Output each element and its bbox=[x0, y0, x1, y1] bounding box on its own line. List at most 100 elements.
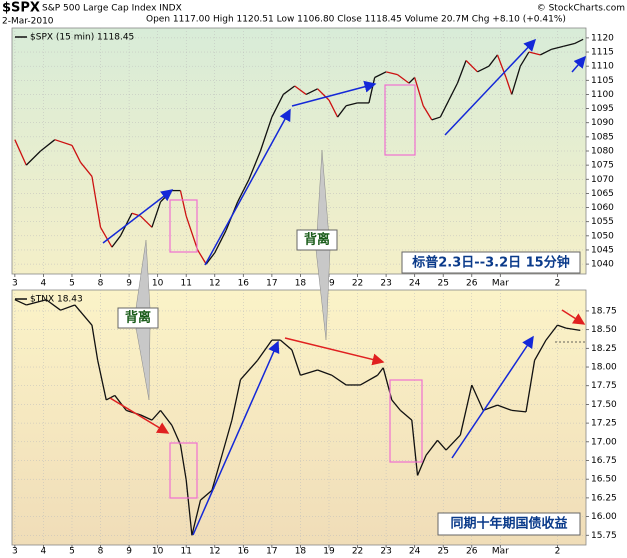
symbol-name: S&P 500 Large Cap Index INDX bbox=[42, 4, 182, 14]
price-segment bbox=[179, 190, 187, 217]
price-segment bbox=[471, 384, 484, 411]
price-segment bbox=[45, 299, 61, 311]
x-tick-label: 5 bbox=[69, 279, 75, 289]
arrow bbox=[451, 335, 534, 459]
y-tick-label: 16.00 bbox=[591, 512, 617, 522]
x-tick-label: 22 bbox=[352, 279, 363, 289]
price-segment bbox=[528, 51, 541, 56]
price-segment bbox=[54, 139, 73, 146]
x-tick-label: 19 bbox=[323, 547, 335, 557]
price-segment bbox=[71, 145, 82, 163]
price-segment bbox=[317, 369, 333, 376]
price-segment bbox=[114, 395, 127, 411]
source: © StockCharts.com bbox=[537, 4, 625, 14]
price-segment bbox=[445, 434, 461, 451]
x-tick-label: 19 bbox=[323, 279, 335, 289]
price-segment bbox=[545, 324, 558, 341]
price-segment bbox=[231, 379, 242, 421]
price-segment bbox=[565, 327, 581, 332]
price-segment bbox=[345, 102, 358, 107]
x-tick-label: 25 bbox=[437, 279, 448, 289]
highlight-box bbox=[384, 84, 416, 156]
arrow bbox=[109, 397, 170, 434]
annotation-box bbox=[117, 307, 159, 329]
annotation-box bbox=[437, 512, 581, 536]
price-segment bbox=[140, 215, 153, 228]
price-segment bbox=[557, 324, 567, 329]
y-tick-label: 17.50 bbox=[591, 400, 617, 410]
price-segment bbox=[540, 48, 553, 56]
x-tick-label: Mar bbox=[492, 547, 509, 557]
price-segment bbox=[488, 54, 498, 67]
y-tick-label: 1100 bbox=[591, 90, 614, 100]
y-tick-label: 1085 bbox=[591, 132, 614, 142]
x-tick-label: 26 bbox=[466, 279, 478, 289]
price-segment bbox=[477, 65, 490, 73]
price-segment bbox=[271, 94, 284, 118]
price-segment bbox=[97, 360, 107, 401]
x-tick-label: 5 bbox=[69, 547, 75, 557]
x-tick-label: 10 bbox=[152, 547, 164, 557]
price-segment bbox=[91, 325, 99, 361]
price-segment bbox=[385, 71, 398, 76]
price-segment bbox=[171, 425, 182, 446]
symbol: $SPX bbox=[2, 1, 40, 16]
x-tick-label: 18 bbox=[295, 279, 307, 289]
price-segment bbox=[439, 99, 450, 118]
price-segment bbox=[482, 404, 498, 412]
legend-entry: $SPX (15 min) 1118.45 bbox=[30, 33, 134, 43]
price-segment bbox=[399, 409, 413, 421]
price-segment bbox=[282, 85, 296, 95]
price-segment bbox=[305, 88, 318, 96]
x-tick-label: 24 bbox=[409, 547, 421, 557]
price-segment bbox=[391, 399, 401, 411]
annotation: 背离 bbox=[304, 232, 330, 248]
x-tick-label: 10 bbox=[152, 279, 164, 289]
arrow bbox=[571, 55, 586, 73]
x-tick-label: 22 bbox=[352, 547, 363, 557]
annotation-box bbox=[296, 229, 338, 251]
price-segment bbox=[140, 414, 153, 421]
price-segment bbox=[280, 339, 293, 351]
x-tick-label: 8 bbox=[98, 547, 104, 557]
y-tick-label: 1065 bbox=[591, 189, 614, 199]
y-tick-label: 17.25 bbox=[591, 419, 617, 429]
price-segment bbox=[291, 349, 302, 376]
x-tick-label: 3 bbox=[12, 547, 18, 557]
y-tick-label: 1070 bbox=[591, 175, 614, 185]
arrow bbox=[444, 38, 537, 136]
x-tick-label: 12 bbox=[209, 279, 220, 289]
price-segment bbox=[300, 369, 318, 376]
price-segment bbox=[111, 235, 122, 248]
x-tick-label: 9 bbox=[126, 279, 132, 289]
annotation: 标普2.3日--3.2日 15分钟 bbox=[411, 255, 569, 271]
price-segment bbox=[397, 74, 410, 84]
annotation-layer: $SPX S&P 500 Large Cap Index INDX 2-Mar-… bbox=[2, 1, 625, 536]
price-segment bbox=[219, 419, 233, 461]
price-segment bbox=[80, 161, 93, 177]
price-segment bbox=[414, 77, 424, 106]
y-tick-label: 1075 bbox=[591, 161, 614, 171]
annotation: 背离 bbox=[125, 310, 151, 326]
price-segment bbox=[496, 54, 507, 78]
x-tick-label: 16 bbox=[238, 279, 250, 289]
y-tick-label: 16.50 bbox=[591, 475, 617, 485]
price-segment bbox=[448, 82, 459, 101]
price-segment bbox=[374, 71, 387, 79]
price-segment bbox=[519, 51, 530, 67]
x-tick-label: 17 bbox=[266, 547, 277, 557]
x-tick-label: 17 bbox=[266, 279, 277, 289]
price-segment bbox=[159, 410, 173, 426]
price-segment bbox=[191, 499, 202, 536]
price-segment bbox=[511, 409, 527, 413]
price-segment bbox=[214, 229, 227, 254]
y-tick-label: 17.00 bbox=[591, 437, 617, 447]
price-segment bbox=[239, 359, 259, 381]
plot-layer: 1040104510501055106010651070107510801085… bbox=[12, 28, 617, 557]
annotation: 同期十年期国债收益 bbox=[450, 516, 567, 532]
x-tick-label: 4 bbox=[41, 547, 47, 557]
date: 2-Mar-2010 bbox=[2, 17, 54, 27]
y-tick-label: 16.75 bbox=[591, 456, 617, 466]
price-segment bbox=[337, 105, 347, 118]
y-tick-label: 1040 bbox=[591, 260, 614, 270]
